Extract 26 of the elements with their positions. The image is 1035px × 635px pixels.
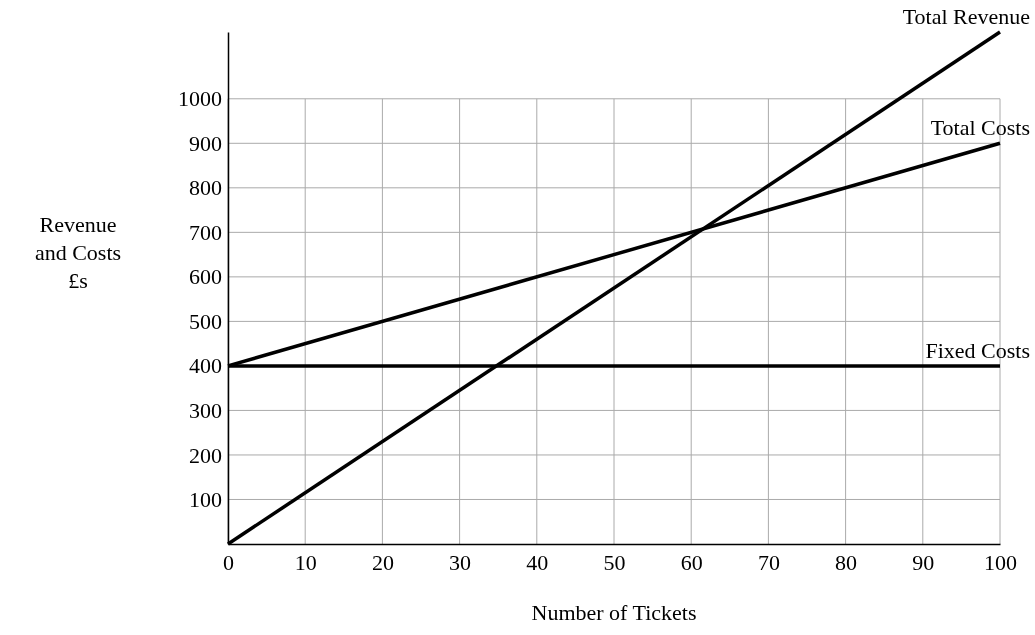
y-tick-label: 1000 bbox=[178, 86, 222, 112]
y-tick-label: 600 bbox=[189, 264, 222, 290]
x-tick-label: 90 bbox=[912, 549, 935, 575]
series-label: Total Revenue bbox=[902, 4, 1030, 29]
x-tick-label: 70 bbox=[757, 549, 780, 575]
y-tick-label: 200 bbox=[189, 442, 222, 468]
x-tick-label: 40 bbox=[526, 549, 549, 575]
y-tick-label: 100 bbox=[189, 487, 222, 513]
y-tick-label: 300 bbox=[189, 397, 222, 423]
x-tick-label: 60 bbox=[680, 549, 703, 575]
y-axis-title: Revenue and Costs £s bbox=[34, 212, 122, 294]
x-axis-title: Number of Tickets bbox=[531, 600, 697, 625]
series-label: Total Costs bbox=[930, 115, 1030, 141]
x-tick-label: 10 bbox=[294, 549, 317, 575]
x-tick-label: 30 bbox=[449, 549, 472, 575]
x-tick-label: 20 bbox=[371, 549, 394, 575]
y-tick-label: 900 bbox=[189, 130, 222, 156]
x-tick-label: 0 bbox=[223, 549, 234, 575]
series-label: Fixed Costs bbox=[925, 337, 1030, 363]
y-tick-label: 700 bbox=[189, 219, 222, 245]
y-tick-label: 400 bbox=[189, 353, 222, 379]
x-tick-label: 100 bbox=[984, 549, 1017, 575]
y-tick-label: 500 bbox=[189, 308, 222, 334]
x-tick-label: 50 bbox=[603, 549, 626, 575]
x-tick-label: 80 bbox=[835, 549, 858, 575]
y-tick-label: 800 bbox=[189, 175, 222, 201]
